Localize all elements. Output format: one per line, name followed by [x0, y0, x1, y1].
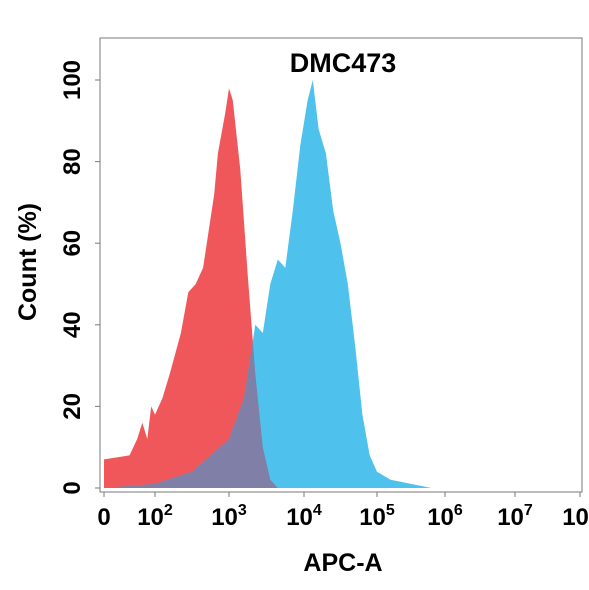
x-tick-label: 108 [562, 502, 589, 531]
y-tick-label: 100 [59, 60, 86, 100]
y-tick-label: 20 [59, 393, 86, 420]
x-tick-label: 106 [427, 502, 463, 531]
x-tick-label: 102 [137, 502, 173, 531]
y-axis-label: Count (%) [14, 203, 42, 321]
y-tick-label: 40 [59, 311, 86, 338]
plot-frame [99, 37, 583, 493]
x-tick-label: 104 [286, 502, 322, 531]
x-axis-label: APC-A [303, 549, 382, 577]
x-tick-label: 0 [97, 504, 110, 531]
x-tick-label: 105 [359, 502, 395, 531]
plot-area [99, 37, 583, 493]
y-tick-label: 60 [59, 230, 86, 257]
x-tick-label: 103 [211, 502, 247, 531]
histogram-series-1 [104, 88, 278, 488]
y-tick-label: 80 [59, 148, 86, 175]
histogram-series-2 [104, 80, 432, 488]
chart-title: DMC473 [290, 48, 397, 78]
x-tick-label: 107 [497, 502, 533, 531]
y-tick-label: 0 [59, 481, 86, 494]
tick-labels: 0 20 40 60 80 100 0 102 103 104 105 106 107 108 [59, 60, 589, 531]
